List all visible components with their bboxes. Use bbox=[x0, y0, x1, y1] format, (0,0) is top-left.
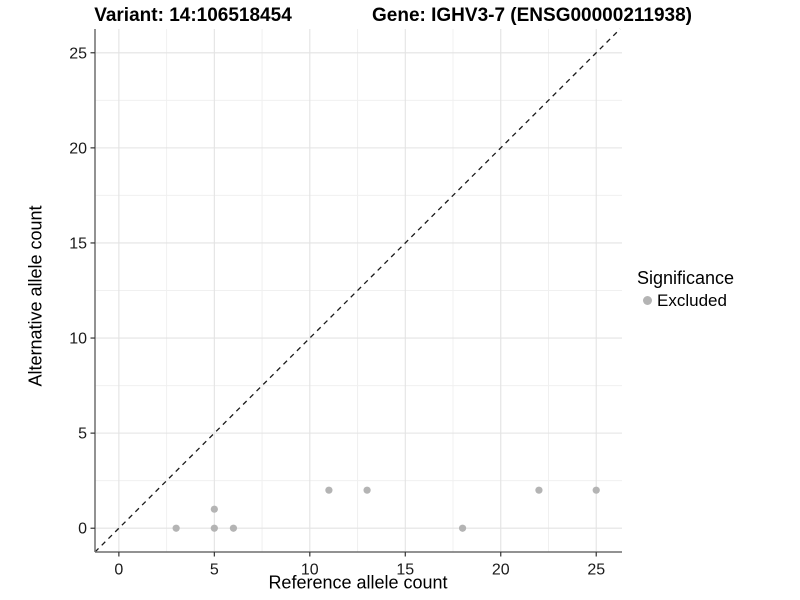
x-tick-label: 25 bbox=[587, 562, 605, 579]
y-tick-label: 5 bbox=[78, 426, 87, 443]
data-point bbox=[325, 486, 333, 494]
data-point bbox=[210, 505, 218, 513]
legend-key-dot bbox=[643, 296, 652, 305]
data-point bbox=[458, 524, 467, 532]
data-point bbox=[592, 486, 600, 494]
x-tick-label: 0 bbox=[114, 562, 123, 579]
legend: Significance Excluded bbox=[637, 268, 734, 311]
y-tick-label: 15 bbox=[69, 235, 87, 252]
x-tick-label: 20 bbox=[492, 562, 510, 579]
y-tick-label: 10 bbox=[69, 331, 87, 348]
data-point bbox=[535, 486, 543, 494]
y-tick-label: 0 bbox=[78, 521, 87, 538]
x-tick-label: 5 bbox=[210, 562, 219, 579]
data-point bbox=[363, 486, 371, 494]
plot-title-gene: Gene: IGHV3-7 (ENSG00000211938) bbox=[371, 5, 693, 26]
data-point bbox=[172, 524, 180, 532]
legend-item-excluded: Excluded bbox=[637, 290, 734, 311]
y-tick-label: 25 bbox=[69, 45, 87, 62]
plot-title-variant: Variant: 14:106518454 bbox=[94, 5, 292, 26]
identity-line bbox=[94, 28, 621, 553]
x-tick-label: 15 bbox=[396, 562, 414, 579]
x-tick-label: 10 bbox=[301, 562, 319, 579]
legend-item-label: Excluded bbox=[657, 291, 727, 310]
data-point bbox=[229, 524, 238, 532]
legend-title: Significance bbox=[637, 268, 735, 288]
x-axis-title: Reference allele count bbox=[268, 572, 448, 593]
data-point bbox=[210, 524, 218, 532]
y-tick-label: 20 bbox=[69, 140, 87, 157]
y-axis-title: Alternative allele count bbox=[25, 205, 46, 387]
